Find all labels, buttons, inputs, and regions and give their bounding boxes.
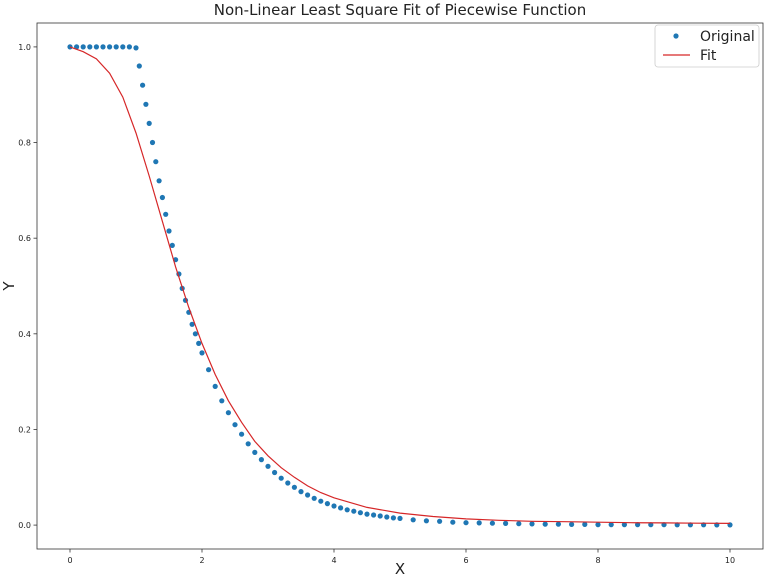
y-tick-label: 0.0 <box>18 521 31 530</box>
series-original-point <box>529 521 535 527</box>
series-original-point <box>120 44 126 50</box>
series-original-point <box>140 82 146 88</box>
series-original-point <box>608 522 614 528</box>
series-original-point <box>555 521 562 527</box>
series-original-point <box>196 340 202 346</box>
series-original-point <box>324 501 330 507</box>
series-original-point <box>542 521 548 527</box>
series-original-point <box>489 520 495 526</box>
series-original-point <box>258 457 264 463</box>
series-original-point <box>153 159 159 165</box>
x-tick-label: 10 <box>725 556 735 565</box>
series-original-point <box>338 505 344 511</box>
x-tick-label: 0 <box>67 556 72 565</box>
series-original-point <box>143 101 149 107</box>
series-original-point <box>265 463 271 469</box>
plot-frame <box>36 22 764 550</box>
series-original-point <box>149 139 156 146</box>
series-original-point <box>291 484 297 490</box>
series-original-point <box>397 515 403 522</box>
series-original-point <box>159 194 165 201</box>
series-original-point <box>219 398 225 404</box>
series-original-point <box>126 44 132 50</box>
series-original-point <box>621 522 628 528</box>
series-original-point <box>245 441 251 447</box>
series-original-point <box>146 120 152 126</box>
x-axis-title: X <box>395 560 405 578</box>
series-original-point <box>100 44 106 50</box>
x-axis-ticks: 0 2 4 6 8 10 <box>67 549 735 565</box>
series-original-point <box>87 44 93 50</box>
series-original-point <box>252 449 258 455</box>
series-original-point <box>450 519 456 525</box>
series-original-point <box>156 178 162 184</box>
y-tick-label: 0.2 <box>18 425 31 434</box>
series-original-point <box>516 521 522 527</box>
series-original-point <box>364 511 370 517</box>
series-original-point <box>423 518 429 524</box>
series-original-point <box>206 367 212 373</box>
series-original-point <box>331 503 337 509</box>
series-original-point <box>384 514 390 520</box>
series-original-point <box>93 44 99 50</box>
series-original-point <box>212 383 218 389</box>
series-original-point <box>272 469 278 476</box>
series-original-point <box>169 242 175 248</box>
series-original-point <box>136 63 142 69</box>
y-tick-label: 0.8 <box>18 139 31 148</box>
series-original-point <box>232 422 238 428</box>
series-original-point <box>503 520 509 527</box>
legend-original-marker <box>673 33 679 39</box>
series-original-point <box>305 492 311 498</box>
series-original-point <box>318 498 324 504</box>
series-original-point <box>189 321 195 327</box>
series-original-point <box>582 521 588 528</box>
legend: Original Fit <box>654 24 760 68</box>
x-tick-label: 2 <box>199 556 204 565</box>
series-layer <box>67 44 733 528</box>
x-tick-label: 8 <box>595 556 600 565</box>
series-original-point <box>311 495 317 501</box>
series-original-point <box>569 521 575 528</box>
series-original-point <box>410 517 416 523</box>
series-original-point <box>595 522 601 528</box>
series-original-point <box>133 45 139 51</box>
y-tick-label: 0.6 <box>18 234 31 243</box>
x-tick-label: 4 <box>331 556 336 565</box>
series-original-point <box>437 518 443 524</box>
series-original-point <box>390 515 396 521</box>
series-original-point <box>371 512 377 518</box>
legend-original-label: Original <box>700 29 755 45</box>
series-original-point <box>344 507 350 513</box>
series-original-point <box>357 510 363 516</box>
series-original-point <box>285 480 291 486</box>
series-original-point <box>113 44 119 50</box>
series-original-point <box>163 211 169 217</box>
chart-title: Non-Linear Least Square Fit of Piecewise… <box>214 1 586 19</box>
series-original-point <box>476 520 482 526</box>
series-original-point <box>239 431 245 437</box>
series-original-point <box>351 508 357 514</box>
series-original-point <box>278 475 284 481</box>
y-axis-title: Y <box>0 281 18 292</box>
x-tick-label: 6 <box>463 556 468 565</box>
series-original-point <box>107 44 113 50</box>
series-original-point <box>80 44 86 50</box>
series-original-point <box>463 520 469 526</box>
series-fit-line <box>69 46 731 525</box>
series-original-point <box>225 410 231 416</box>
y-tick-label: 1.0 <box>18 43 31 52</box>
series-original-point <box>166 228 172 234</box>
series-original-point <box>199 350 205 356</box>
legend-box <box>654 24 760 68</box>
series-original-point <box>192 331 198 337</box>
series-original-point <box>377 513 383 519</box>
y-axis-ticks: 0.0 0.2 0.4 0.6 0.8 1.0 <box>18 43 37 530</box>
legend-fit-label: Fit <box>700 48 717 64</box>
series-original-point <box>298 489 304 495</box>
y-tick-label: 0.4 <box>18 330 31 339</box>
